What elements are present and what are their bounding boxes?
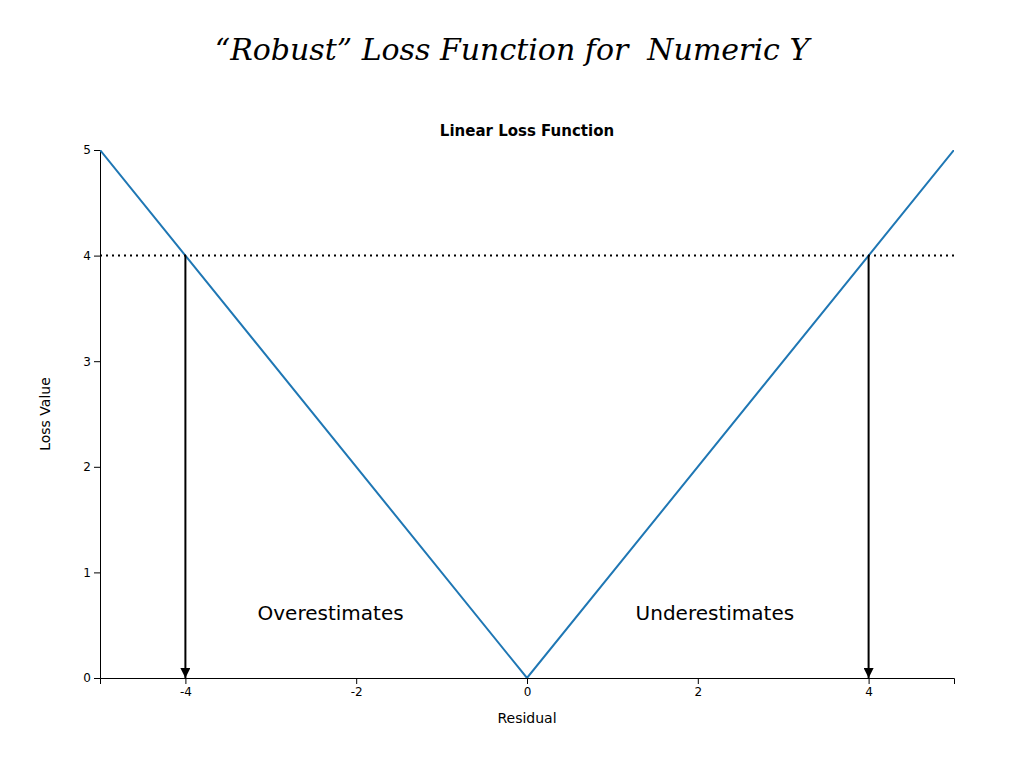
y-tick-label: 3 (83, 355, 91, 369)
x-tick-mark (869, 678, 870, 684)
y-tick: 5 (83, 143, 100, 157)
annotation: Underestimates (636, 601, 795, 625)
y-tick-label: 1 (83, 566, 91, 580)
y-tick-mark (94, 678, 100, 679)
chart-title: “Robust” Loss Function for Numeric Y (215, 32, 813, 67)
chart-container: “Robust” Loss Function for Numeric Y Line… (0, 0, 1024, 768)
x-axis-label: Residual (497, 710, 556, 726)
x-tick-mark (356, 678, 357, 684)
x-tick: -2 (351, 678, 363, 699)
plot-area (100, 150, 954, 678)
x-tick-label: 2 (694, 685, 702, 699)
annotation: Overestimates (258, 601, 404, 625)
x-tick: 4 (865, 678, 873, 699)
y-axis-line (94, 151, 101, 679)
y-tick: 4 (83, 249, 100, 263)
annotations: Overestimates Underestimates (258, 601, 795, 625)
y-axis: 0 1 2 3 4 5 (83, 143, 100, 685)
x-tick: 0 (524, 678, 532, 699)
x-tick-label: -4 (180, 685, 192, 699)
x-tick: -4 (180, 678, 192, 699)
x-tick-mark (185, 678, 186, 684)
y-tick: 0 (83, 671, 100, 685)
y-tick-label: 2 (83, 460, 91, 474)
y-tick: 1 (83, 566, 100, 580)
y-tick-label: 5 (83, 143, 91, 157)
y-tick: 2 (83, 460, 100, 474)
y-tick-mark (94, 256, 100, 257)
chart-svg: “Robust” Loss Function for Numeric Y Line… (0, 0, 1024, 768)
x-tick-label: -2 (351, 685, 363, 699)
arrow (868, 256, 870, 678)
series-line (100, 150, 954, 678)
x-tick-mark (698, 678, 699, 684)
y-tick-mark (94, 467, 100, 468)
chart-subtitle: Linear Loss Function (440, 122, 614, 140)
y-tick-mark (94, 361, 100, 362)
y-axis-label: Loss Value (37, 377, 53, 451)
y-tick-mark (94, 572, 100, 573)
reference-line (100, 255, 954, 257)
y-tick-label: 4 (83, 249, 91, 263)
x-axis: -4 -2 0 2 4 (101, 678, 955, 699)
arrow (184, 256, 186, 678)
x-tick-label: 0 (524, 685, 532, 699)
y-tick-mark (94, 150, 100, 151)
x-tick-label: 4 (865, 685, 873, 699)
x-axis-line (101, 679, 955, 685)
x-tick-mark (527, 678, 528, 684)
y-tick-label: 0 (83, 671, 91, 685)
page: {"chart_data": {"type": "line", "title":… (0, 0, 1024, 768)
x-tick: 2 (694, 678, 702, 699)
y-tick: 3 (83, 355, 100, 369)
